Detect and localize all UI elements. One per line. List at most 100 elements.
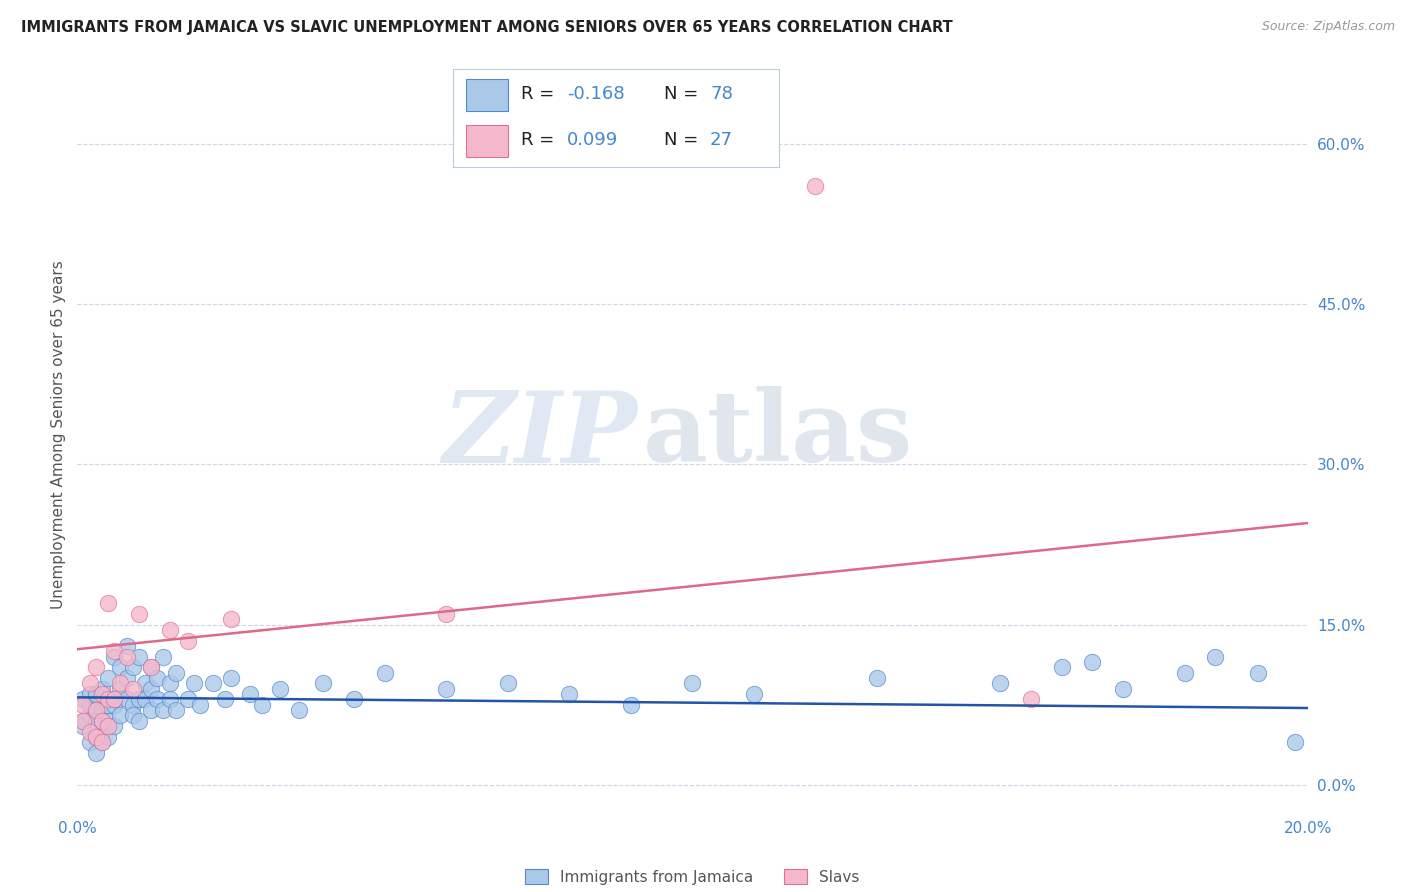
Point	[79, 676, 101, 690]
Point	[90, 687, 114, 701]
Point	[239, 687, 262, 701]
Point	[804, 179, 827, 194]
Point	[1019, 692, 1042, 706]
Point	[128, 692, 150, 706]
Point	[1081, 655, 1104, 669]
Point	[1247, 665, 1270, 680]
Point	[1112, 681, 1135, 696]
Point	[201, 676, 224, 690]
Point	[90, 724, 114, 739]
Point	[103, 649, 125, 664]
Point	[72, 714, 94, 728]
Point	[115, 649, 138, 664]
Point	[79, 687, 101, 701]
Point	[121, 681, 143, 696]
Point	[121, 698, 143, 712]
Point	[97, 671, 120, 685]
Point	[84, 703, 107, 717]
Text: atlas: atlas	[644, 386, 914, 483]
Point	[250, 698, 273, 712]
Point	[84, 730, 107, 744]
Point	[115, 671, 138, 685]
Point	[110, 660, 132, 674]
Point	[134, 676, 156, 690]
Point	[110, 708, 132, 723]
Point	[84, 660, 107, 674]
Point	[90, 735, 114, 749]
Point	[269, 681, 291, 696]
Point	[288, 703, 311, 717]
Point	[152, 649, 174, 664]
Point	[110, 681, 132, 696]
Text: Source: ZipAtlas.com: Source: ZipAtlas.com	[1261, 20, 1395, 33]
Point	[79, 708, 101, 723]
Point	[866, 671, 889, 685]
Point	[183, 676, 205, 690]
Point	[159, 676, 181, 690]
Point	[84, 730, 107, 744]
Point	[97, 692, 120, 706]
Point	[121, 660, 143, 674]
Point	[177, 692, 200, 706]
Point	[128, 714, 150, 728]
Point	[214, 692, 236, 706]
Point	[165, 665, 187, 680]
Point	[436, 607, 458, 621]
Point	[103, 692, 125, 706]
Point	[146, 692, 169, 706]
Point	[90, 681, 114, 696]
Point	[90, 703, 114, 717]
Point	[1050, 660, 1073, 674]
Point	[84, 687, 107, 701]
Point	[1204, 649, 1226, 664]
Point	[103, 698, 125, 712]
Point	[103, 719, 125, 733]
Point	[496, 676, 519, 690]
Point	[72, 698, 94, 712]
Point	[103, 692, 125, 706]
Point	[115, 692, 138, 706]
Point	[128, 649, 150, 664]
Point	[121, 708, 143, 723]
Point	[97, 714, 120, 728]
Point	[219, 612, 242, 626]
Point	[146, 671, 169, 685]
Point	[620, 698, 643, 712]
Point	[84, 703, 107, 717]
Point	[141, 703, 163, 717]
Point	[558, 687, 581, 701]
Point	[1174, 665, 1197, 680]
Point	[742, 687, 765, 701]
Text: ZIP: ZIP	[441, 386, 637, 483]
Point	[79, 724, 101, 739]
Point	[343, 692, 366, 706]
Point	[141, 660, 163, 674]
Point	[79, 735, 101, 749]
Legend: Immigrants from Jamaica, Slavs: Immigrants from Jamaica, Slavs	[519, 863, 866, 891]
Point	[84, 746, 107, 760]
Point	[312, 676, 335, 690]
Point	[465, 83, 488, 97]
Point	[682, 676, 704, 690]
Point	[110, 676, 132, 690]
Point	[159, 623, 181, 637]
Point	[188, 698, 212, 712]
Point	[141, 681, 163, 696]
Text: IMMIGRANTS FROM JAMAICA VS SLAVIC UNEMPLOYMENT AMONG SENIORS OVER 65 YEARS CORRE: IMMIGRANTS FROM JAMAICA VS SLAVIC UNEMPL…	[21, 20, 953, 35]
Point	[115, 639, 138, 653]
Point	[159, 692, 181, 706]
Point	[97, 730, 120, 744]
Point	[128, 607, 150, 621]
Point	[90, 714, 114, 728]
Point	[72, 719, 94, 733]
Point	[1284, 735, 1306, 749]
Point	[177, 633, 200, 648]
Y-axis label: Unemployment Among Seniors over 65 years: Unemployment Among Seniors over 65 years	[51, 260, 66, 609]
Point	[79, 698, 101, 712]
Point	[436, 681, 458, 696]
Point	[141, 660, 163, 674]
Point	[152, 703, 174, 717]
Point	[97, 719, 120, 733]
Point	[97, 596, 120, 610]
Point	[72, 714, 94, 728]
